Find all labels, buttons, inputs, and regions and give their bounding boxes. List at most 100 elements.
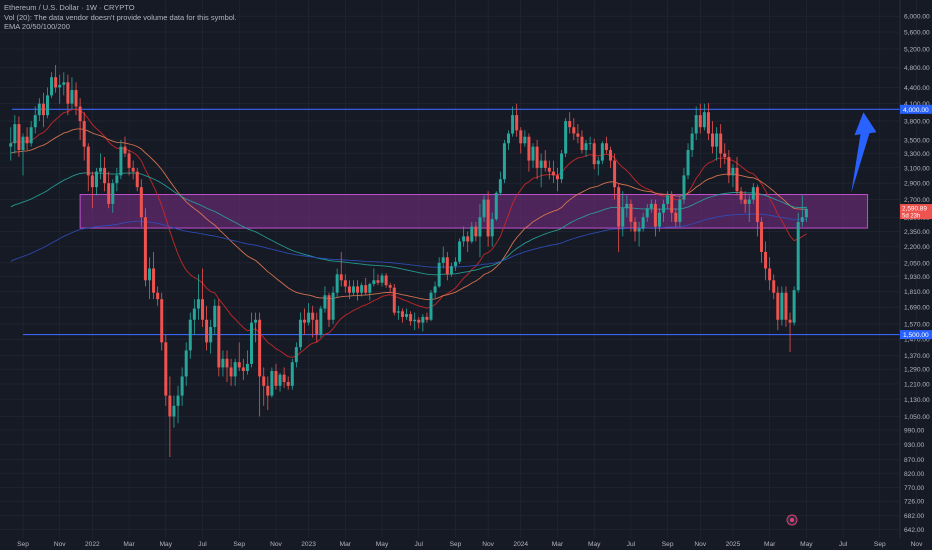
candle xyxy=(94,167,98,196)
candle xyxy=(201,268,205,328)
candle xyxy=(719,124,723,168)
candle-body xyxy=(584,143,588,151)
candle-body xyxy=(792,290,796,323)
candle xyxy=(449,262,453,277)
candle-body xyxy=(596,160,600,165)
candle xyxy=(755,184,759,237)
candle xyxy=(772,274,776,300)
candle xyxy=(433,281,437,298)
y-tick-label: 2,900.00 xyxy=(904,181,930,188)
candle xyxy=(217,299,221,377)
candle xyxy=(311,305,315,338)
candle xyxy=(694,106,698,140)
candle-body xyxy=(111,183,115,204)
candle-body xyxy=(249,322,253,364)
projection-arrow[interactable] xyxy=(851,112,877,193)
candle-body xyxy=(409,314,413,322)
candle-body xyxy=(233,362,237,377)
candle xyxy=(417,316,421,329)
y-tick-label: 2,050.00 xyxy=(904,260,930,267)
y-tick-label: 3,800.00 xyxy=(904,119,930,126)
candle-body xyxy=(727,157,731,176)
candle xyxy=(711,121,715,154)
candle-body xyxy=(298,319,302,348)
time-axis[interactable]: Sep Nov 2022 Mar May Jul Sep Nov 2023 Mar May Jul Se… xyxy=(17,541,923,548)
candle xyxy=(294,342,298,368)
candle xyxy=(702,103,706,131)
candle-body xyxy=(290,362,294,386)
candle-body xyxy=(621,208,625,227)
candle-body xyxy=(437,262,441,287)
candle xyxy=(103,157,107,192)
candle xyxy=(164,334,168,406)
candle xyxy=(278,372,282,392)
candle-body xyxy=(90,175,94,188)
candle xyxy=(507,130,511,151)
candle xyxy=(759,217,763,263)
ema-indicator-label[interactable]: EMA 20/50/100/200 xyxy=(4,22,70,31)
candle xyxy=(784,286,788,328)
candle-body xyxy=(470,226,474,242)
candle-body xyxy=(82,121,86,147)
candle xyxy=(123,136,127,158)
candle-body xyxy=(392,287,396,313)
candle xyxy=(307,303,311,326)
candle xyxy=(723,143,727,165)
candle-body xyxy=(637,228,641,232)
candle-body xyxy=(498,179,502,193)
candle-body xyxy=(421,316,425,323)
candle xyxy=(152,251,156,300)
candle xyxy=(356,280,360,301)
candle xyxy=(409,311,413,326)
symbol-title[interactable]: Ethereum / U.S. Dollar · 1W · CRYPTO xyxy=(4,3,135,12)
candle xyxy=(437,257,441,288)
ema-line-50 xyxy=(10,128,807,301)
candle-body xyxy=(625,203,629,209)
y-tick-label: 726.00 xyxy=(904,499,925,506)
candle xyxy=(686,143,690,180)
candle xyxy=(270,367,274,398)
candle-body xyxy=(29,127,33,144)
candle xyxy=(147,257,151,300)
candle xyxy=(584,139,588,158)
candle-body xyxy=(168,395,172,417)
candle-body xyxy=(405,314,409,317)
y-tick-label: 5,600.00 xyxy=(904,30,930,37)
candle xyxy=(523,130,527,147)
candle xyxy=(576,124,580,144)
candle xyxy=(621,191,625,237)
tradingview-logo-icon[interactable] xyxy=(786,514,798,526)
y-tick-label: 4,400.00 xyxy=(904,85,930,92)
candle-body xyxy=(99,167,103,172)
candle-body xyxy=(33,115,37,128)
candle-body xyxy=(429,292,433,320)
candle xyxy=(649,199,653,213)
candle xyxy=(196,274,200,320)
candle-body xyxy=(188,319,192,351)
candle xyxy=(364,277,368,296)
candle-body xyxy=(482,199,486,218)
candle xyxy=(731,164,735,188)
candle xyxy=(21,133,25,176)
candle xyxy=(184,342,188,386)
candle xyxy=(429,290,433,322)
candle xyxy=(568,112,572,134)
candle xyxy=(780,286,784,326)
candle xyxy=(37,98,41,122)
candle-body xyxy=(78,106,82,122)
candle-body xyxy=(119,146,123,176)
horizontal-levels[interactable] xyxy=(12,108,900,336)
candle-body xyxy=(172,405,176,417)
y-tick-label: 4,800.00 xyxy=(904,65,930,72)
candle xyxy=(474,221,478,242)
candle xyxy=(637,221,641,247)
candle xyxy=(209,319,213,354)
candle xyxy=(360,282,364,297)
candle xyxy=(347,280,351,300)
candle xyxy=(478,203,482,258)
ema-lines xyxy=(10,108,807,358)
candle-body xyxy=(307,312,311,323)
candle xyxy=(205,305,209,351)
